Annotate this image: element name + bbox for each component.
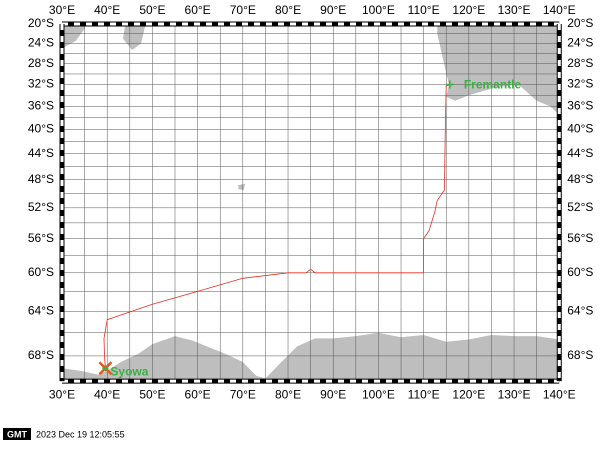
- lat-label: 68°S: [567, 348, 593, 362]
- lon-label: 70°E: [230, 3, 256, 17]
- map-frame: [59, 21, 562, 384]
- timestamp: 2023 Dec 19 12:05:55: [36, 429, 125, 439]
- lon-label: 120°E: [452, 387, 485, 401]
- lon-label: 30°E: [49, 387, 75, 401]
- logo-box: [3, 428, 31, 440]
- lon-label: 70°E: [230, 387, 256, 401]
- lat-label: 32°S: [567, 77, 593, 91]
- lon-label: 100°E: [362, 387, 395, 401]
- lat-label: 48°S: [567, 172, 593, 186]
- lon-label: 80°E: [275, 387, 301, 401]
- lat-label: 60°S: [567, 265, 593, 279]
- lon-label: 140°E: [543, 3, 576, 17]
- lon-label: 60°E: [185, 3, 211, 17]
- lon-label: 90°E: [320, 3, 346, 17]
- lat-label: 56°S: [567, 231, 593, 245]
- axis-labels: 30°E 30°E 40°E 40°E 50°E 50°E 60°E 60°E 70°E 70°E…: [28, 3, 594, 401]
- land-mass: [437, 24, 560, 115]
- lon-label: 30°E: [49, 3, 75, 17]
- lon-label: 130°E: [498, 387, 531, 401]
- place-label: Fremantle: [464, 78, 522, 92]
- lat-label: 52°S: [567, 200, 593, 214]
- lat-label: 40°S: [28, 121, 54, 135]
- ship-track: [103, 84, 451, 369]
- lat-label: 36°S: [567, 99, 593, 113]
- lat-label: 52°S: [28, 200, 54, 214]
- lon-label: 40°E: [94, 3, 120, 17]
- ship-track: [103, 84, 451, 369]
- lat-label: 28°S: [28, 56, 54, 70]
- place-marker: [102, 365, 109, 372]
- lon-label: 40°E: [94, 387, 120, 401]
- lat-label: 20°S: [28, 16, 54, 30]
- lat-label: 64°S: [28, 304, 54, 318]
- lat-label: 32°S: [28, 77, 54, 91]
- lat-label: 60°S: [28, 265, 54, 279]
- lat-label: 48°S: [28, 172, 54, 186]
- lon-label: 80°E: [275, 3, 301, 17]
- lat-label: 40°S: [567, 121, 593, 135]
- lon-label: 90°E: [320, 387, 346, 401]
- lat-label: 56°S: [28, 231, 54, 245]
- lat-label: 24°S: [28, 36, 54, 50]
- places: Fremantle Syowa: [98, 78, 522, 378]
- place-marker: [445, 80, 454, 89]
- lon-label: 120°E: [452, 3, 485, 17]
- lat-label: 20°S: [567, 16, 593, 30]
- place-label: Syowa: [110, 364, 148, 378]
- land-mass: [123, 24, 146, 50]
- logo: GMT: [7, 429, 27, 439]
- land-mass: [62, 24, 85, 49]
- lat-label: 28°S: [567, 56, 593, 70]
- lon-label: 110°E: [408, 3, 440, 17]
- lon-label: 60°E: [185, 387, 211, 401]
- lon-label: 130°E: [498, 3, 531, 17]
- lat-label: 64°S: [567, 304, 593, 318]
- lon-label: 100°E: [362, 3, 395, 17]
- lon-label: 50°E: [139, 3, 165, 17]
- lat-label: 68°S: [28, 348, 54, 362]
- land-mass: [238, 183, 246, 190]
- lon-label: 110°E: [408, 387, 440, 401]
- lat-label: 24°S: [567, 36, 593, 50]
- lat-label: 44°S: [567, 146, 593, 160]
- lat-label: 44°S: [28, 146, 54, 160]
- lat-label: 36°S: [28, 99, 54, 113]
- graticule: [61, 23, 560, 382]
- lon-label: 50°E: [139, 387, 165, 401]
- lon-label: 140°E: [543, 387, 576, 401]
